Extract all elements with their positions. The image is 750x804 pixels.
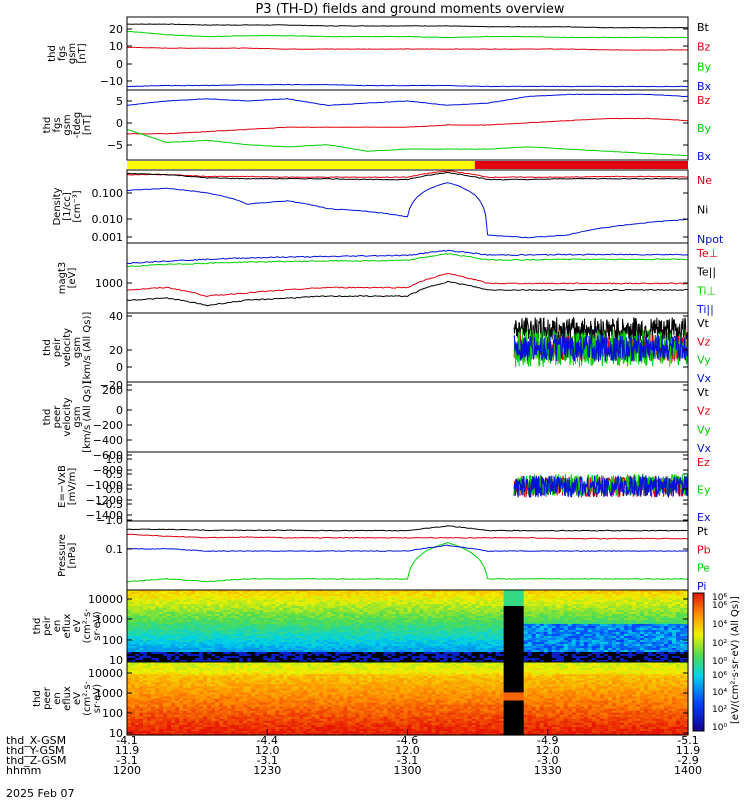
y-axis-label: [eV] (67, 268, 78, 289)
legend-vz: Vz (697, 405, 711, 418)
y-tick-label: 5 (116, 95, 123, 108)
legend-ey: Ey (697, 484, 711, 497)
legend-ti: Ti|| (696, 303, 714, 316)
y-tick-label: −400 (93, 434, 123, 447)
legend-te: Te|| (696, 266, 716, 279)
legend-vt: Vt (697, 386, 710, 399)
legend-pb: Pb (697, 543, 711, 556)
y-tick-label: 1.0 (106, 453, 124, 466)
y-tick-label: −1.0 (96, 514, 123, 527)
series-by-line (127, 129, 688, 155)
legend-bt: Bt (697, 21, 710, 34)
panel-mode-bar (127, 161, 688, 169)
y-tick-label: 0.100 (92, 187, 124, 200)
series-bx-line (127, 94, 688, 105)
legend-ti: Ti⊥ (696, 284, 716, 297)
y-tick-label: 10 (109, 40, 123, 53)
y-axis-label: [nPa] (67, 542, 78, 568)
y-tick-label: 20 (109, 344, 123, 357)
series-te-line (127, 274, 688, 297)
y-axis-label: [cm⁻³] (72, 190, 83, 222)
spectrogram-cells (127, 590, 689, 663)
panel-frame (127, 243, 688, 313)
y-tick-label: 0 (116, 117, 123, 130)
series-npot-line (127, 183, 688, 238)
y-tick-label: 0.5 (106, 468, 124, 481)
legend-by: By (697, 60, 712, 73)
y-tick-label: 0 (116, 404, 123, 417)
y-tick-label: 40 (109, 310, 123, 323)
legend-ni: Ni (697, 204, 708, 217)
y-tick-label: 0 (116, 58, 123, 71)
legend-vy: Vy (697, 354, 711, 367)
legend-bz: Bz (697, 41, 711, 54)
y-tick-label: 1000 (95, 277, 123, 290)
y-tick-label: 0.001 (92, 231, 124, 244)
y-axis-label: [mV/m] (67, 468, 78, 506)
legend-npot: Npot (697, 233, 724, 246)
panel-frame (127, 170, 688, 243)
y-tick-label: 20 (109, 23, 123, 36)
y-tick-label: 0.0 (106, 483, 124, 496)
mode-segment (475, 161, 688, 169)
series-pi-line (127, 545, 688, 551)
series-te-line (127, 281, 688, 305)
legend-bx: Bx (697, 80, 712, 93)
y-tick-label: 0 (116, 361, 123, 374)
legend-by: By (697, 122, 712, 135)
legend-vz: Vz (697, 335, 711, 348)
legend-te: Te⊥ (696, 247, 718, 260)
figure-title: P3 (TH-D) fields and ground moments over… (255, 2, 564, 17)
legend-vx: Vx (697, 442, 712, 455)
y-tick-label: −10 (100, 75, 123, 88)
panel-frame (127, 382, 688, 452)
legend-bz: Bz (697, 94, 711, 107)
y-tick-label: 0.1 (106, 543, 124, 556)
series-ne-line (127, 171, 688, 178)
y-tick-label: 200 (102, 384, 123, 397)
legend-ex: Ex (697, 511, 711, 524)
y-axis-label: [km/s (All Qs)] (82, 381, 93, 453)
series-pb-line (127, 534, 688, 539)
series-pe-line (127, 542, 688, 582)
y-axis-label: [km/s (All Qs)] (82, 312, 93, 384)
series-bx-line (127, 84, 688, 86)
y-tick-label: −0.5 (96, 498, 123, 511)
series-by-line (127, 31, 688, 37)
y-tick-label: −5 (107, 139, 123, 152)
mode-segment (127, 161, 475, 169)
legend-vx: Vx (697, 372, 712, 385)
panel-density: 0.1000.0100.001Density[1/cc][cm⁻³]NeNiNp… (52, 170, 724, 246)
y-axis-label: [nT] (82, 115, 93, 135)
legend-pt: Pt (697, 525, 709, 538)
legend-vy: Vy (697, 423, 711, 436)
legend-ne: Ne (697, 174, 712, 187)
series-pt-line (127, 526, 688, 531)
y-tick-label: −200 (93, 419, 123, 432)
series-ti-line (127, 250, 688, 263)
series-bz-line (127, 118, 688, 134)
series-bz-line (127, 47, 688, 50)
series-bt-line (127, 24, 688, 28)
y-tick-label: 0.010 (92, 213, 124, 226)
legend-ez: Ez (697, 456, 710, 469)
y-axis-label: [nT] (77, 43, 88, 63)
legend-vt: Vt (697, 317, 710, 330)
legend-pe: Pe (697, 562, 710, 575)
legend-pi: Pi (697, 580, 706, 593)
legend-bx: Bx (697, 150, 712, 163)
